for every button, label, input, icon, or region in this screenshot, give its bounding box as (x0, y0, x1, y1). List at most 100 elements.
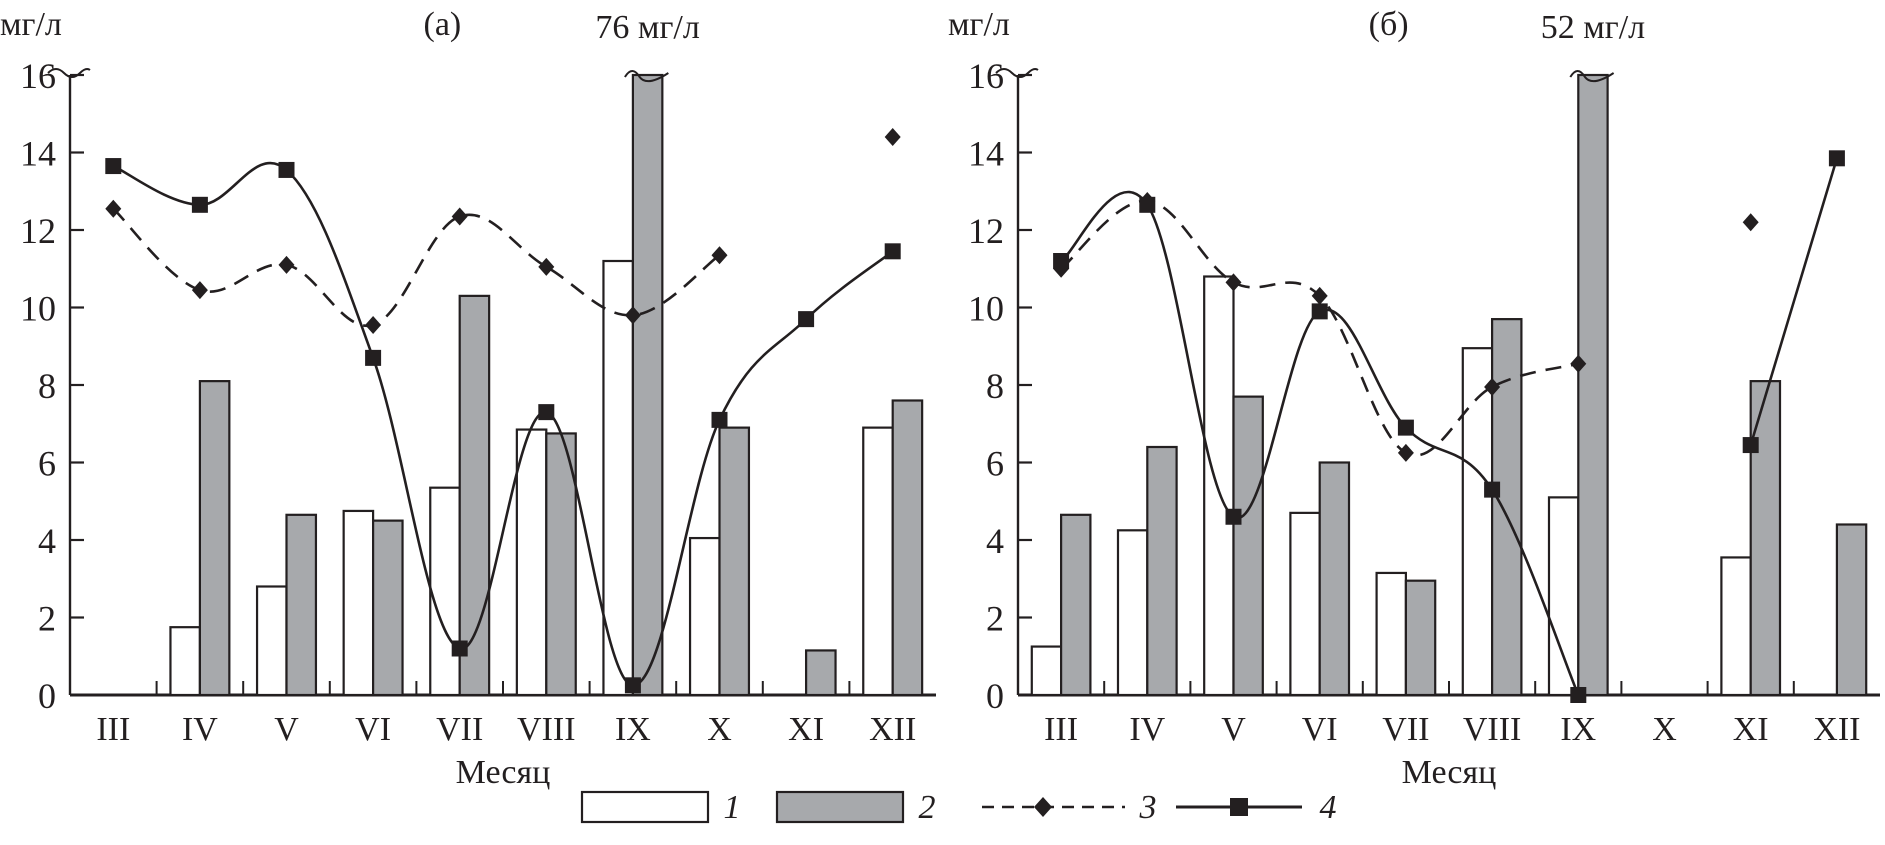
marker-diamond-series-3 (451, 207, 468, 226)
marker-diamond-series-3 (711, 246, 728, 265)
marker-square-series-4 (451, 640, 468, 657)
bar-series-1 (1461, 347, 1494, 697)
marker-diamond-series-3 (624, 306, 641, 325)
marker-square-series-4 (1139, 196, 1156, 213)
break-annotation: 76 мг/л (595, 9, 699, 46)
panel-label: (a) (424, 6, 462, 43)
marker-square-series-4 (884, 243, 901, 260)
panel-label: (б) (1369, 6, 1409, 43)
y-tick-label: 0 (986, 676, 1004, 716)
bar-series-1 (1375, 571, 1408, 697)
y-tick-label: 4 (38, 521, 56, 561)
y-axis-break (47, 68, 91, 78)
marker-square-series-4 (1828, 150, 1845, 167)
y-tick-label: 0 (38, 676, 56, 716)
marker-diamond-series-3 (1484, 377, 1501, 396)
y-tick-label: 8 (986, 366, 1004, 406)
marker-square-series-4 (105, 158, 122, 175)
legend-label-1: 1 (724, 789, 741, 826)
x-tick-label: VI (1302, 711, 1338, 748)
bar-series-2 (1749, 380, 1782, 697)
legend-swatch-1 (580, 790, 710, 824)
bar-series-1 (1289, 511, 1321, 697)
marker-diamond-series-3 (365, 315, 382, 334)
y-tick-label: 8 (38, 366, 56, 406)
bar-series-2 (1490, 318, 1523, 697)
bar-series-2 (1318, 461, 1351, 697)
y-axis-break (995, 68, 1039, 78)
bar-series-1 (1547, 496, 1580, 697)
bar-series-1 (1203, 275, 1235, 697)
x-tick-label: XI (788, 711, 824, 748)
x-tick-label: IX (1560, 711, 1596, 748)
bar-series-2 (1059, 513, 1092, 697)
y-axis-label: мг/л (0, 6, 62, 43)
bar-series-2 (804, 649, 837, 697)
y-tick-label: 14 (968, 134, 1004, 174)
x-tick-label: III (1044, 711, 1078, 748)
marker-diamond-series-3 (1311, 286, 1328, 305)
bar-series-2 (1835, 523, 1868, 697)
y-tick-label: 2 (986, 599, 1004, 639)
x-tick-label: X (707, 711, 732, 748)
bar-series-2 (1404, 579, 1437, 697)
bar-series-1 (169, 626, 201, 697)
marker-diamond-series-3 (105, 199, 122, 218)
marker-square-series-4 (1053, 253, 1070, 269)
bar-series-2 (198, 380, 231, 697)
legend-square-marker (1230, 798, 1248, 816)
bar-series-2 (1146, 445, 1178, 697)
y-tick-label: 14 (20, 134, 56, 174)
legend-label-4: 4 (1320, 789, 1337, 826)
legend-label-3: 3 (1139, 789, 1157, 826)
bar-series-2 (631, 73, 664, 697)
marker-square-series-4 (538, 404, 555, 421)
break-annotation: 52 мг/л (1541, 9, 1645, 46)
marker-diamond-series-3 (1570, 354, 1587, 373)
bar-series-1 (1720, 556, 1752, 697)
x-tick-label: III (96, 711, 130, 748)
x-tick-label: IV (1129, 711, 1165, 748)
bar-series-2 (891, 399, 924, 697)
bar-series-1 (342, 509, 375, 697)
bar-break-mark (624, 70, 669, 83)
y-tick-label: 12 (968, 211, 1004, 251)
legend-label-2: 2 (919, 789, 936, 826)
x-tick-label: VIII (1463, 711, 1522, 748)
y-tick-label: 6 (986, 444, 1004, 484)
legend-swatch-2 (775, 790, 905, 824)
bar-series-2 (372, 519, 404, 697)
x-axis-label: Месяц (1402, 754, 1497, 791)
marker-square-series-4 (1484, 481, 1501, 498)
x-tick-label: VIII (517, 711, 576, 748)
marker-square-series-4 (278, 161, 295, 178)
legend: 1 2 3 4 (580, 789, 1337, 826)
x-tick-label: XII (1813, 711, 1860, 748)
marker-diamond-series-3 (884, 128, 901, 146)
x-tick-label: VI (355, 711, 391, 748)
marker-square-series-4 (798, 311, 815, 328)
marker-square-series-4 (624, 677, 641, 694)
y-tick-label: 10 (20, 289, 56, 329)
panel-a: 0 2 4 6 8 10 12 14 16 III IV V VI VII VIII IX X XI XII мг/л… (0, 6, 936, 791)
x-tick-label: V (274, 711, 299, 748)
y-tick-label: 16 (20, 56, 56, 96)
y-tick-label: 4 (986, 521, 1004, 561)
bar-series-1 (602, 259, 634, 697)
x-tick-label: VII (1382, 711, 1429, 748)
x-tick-label: XI (1733, 711, 1769, 748)
marker-square-series-4 (191, 196, 208, 213)
marker-square-series-4 (1225, 508, 1242, 525)
x-tick-label: VII (436, 711, 483, 748)
bar-series-2 (285, 513, 318, 697)
marker-square-series-4 (365, 349, 382, 366)
x-axis-label: Месяц (456, 754, 551, 791)
marker-square-series-4 (1311, 303, 1328, 320)
y-tick-label: 6 (38, 444, 56, 484)
x-tick-label: XII (869, 711, 916, 748)
y-tick-label: 16 (968, 56, 1004, 96)
bar-series-1 (862, 426, 894, 697)
marker-square-series-4 (1570, 687, 1587, 703)
bar-series-1 (1116, 529, 1149, 697)
